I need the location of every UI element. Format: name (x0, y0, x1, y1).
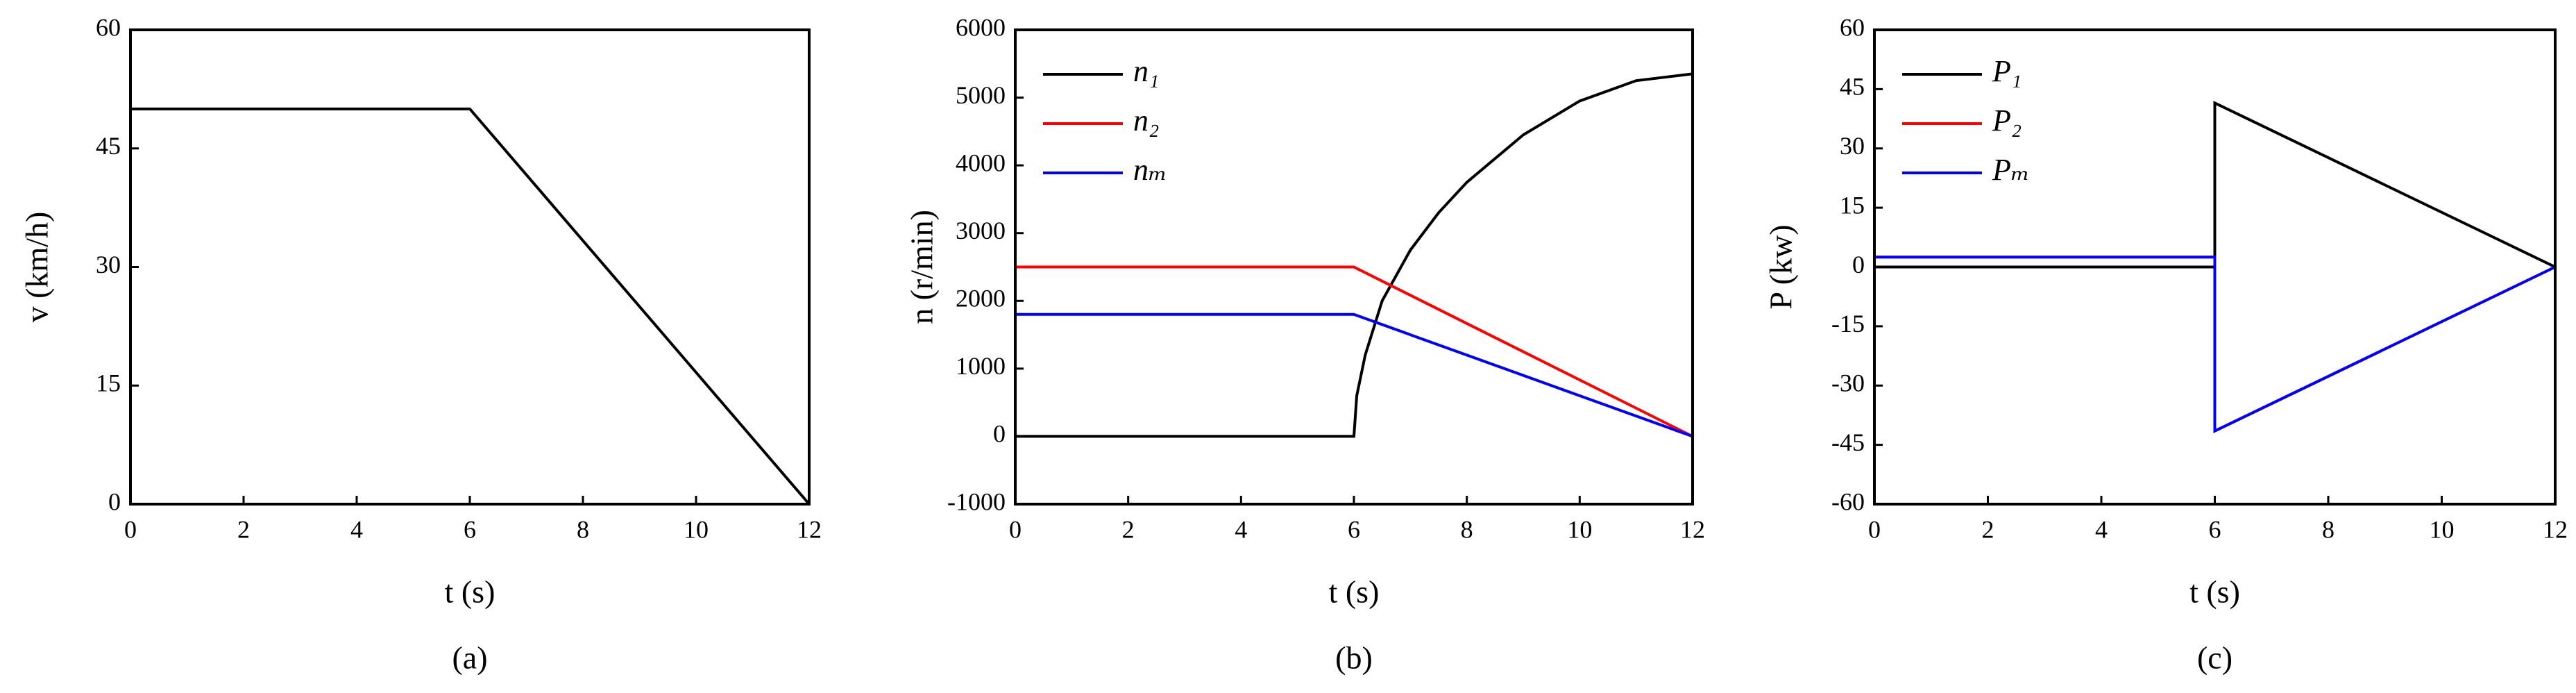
y-tick-label: -30 (1831, 369, 1865, 397)
x-tick-label: 12 (2543, 515, 2568, 543)
y-tick-label: 0 (1852, 251, 1865, 278)
x-tick-label: 10 (1567, 515, 1592, 543)
x-tick-label: 6 (2209, 515, 2221, 543)
legend-label: Pₘ (1992, 153, 2030, 187)
y-tick-label: 2000 (956, 285, 1006, 312)
plot-frame (1873, 28, 2557, 506)
y-tick-label: 60 (96, 13, 121, 41)
panel: 0 2 4 6 8 10 12 0 15 30 45 60 t (s) v (km/h) (a) (19, 13, 822, 675)
x-tick-label: 6 (464, 515, 476, 543)
legend-label: P₁ (1992, 54, 2022, 88)
x-tick-label: 12 (797, 515, 822, 543)
y-tick-label: -45 (1831, 428, 1865, 456)
y-tick-label: 45 (96, 132, 121, 160)
x-tick-label: 6 (1348, 515, 1360, 543)
y-tick-label: 4000 (956, 149, 1006, 176)
y-axis-label: n (r/min) (904, 210, 940, 324)
panel-caption: (b) (1335, 640, 1373, 676)
y-tick-label: 30 (1840, 132, 1865, 160)
x-tick-label: 2 (1122, 515, 1135, 543)
y-axis-label: v (km/h) (19, 212, 55, 323)
legend-label: n₂ (1133, 103, 1159, 137)
x-tick-label: 4 (350, 515, 363, 543)
data-line (1874, 101, 2556, 269)
y-tick-label: 6000 (956, 13, 1006, 41)
panel-caption: (a) (452, 640, 487, 676)
y-tick-label: 15 (96, 369, 121, 397)
y-tick-label: 0 (108, 487, 121, 515)
y-tick-label: 1000 (956, 352, 1006, 380)
x-tick-label: 0 (1868, 515, 1881, 543)
y-tick-label: -60 (1831, 487, 1865, 515)
x-tick-label: 4 (1235, 515, 1247, 543)
plot-frame (129, 28, 811, 506)
y-tick-label: -15 (1831, 310, 1865, 337)
x-tick-label: 12 (1680, 515, 1705, 543)
x-axis-label: t (s) (445, 574, 495, 610)
legend-label: nₘ (1133, 153, 1167, 187)
y-tick-label: 5000 (956, 81, 1006, 109)
legend-label: n₁ (1133, 54, 1159, 88)
y-tick-label: -1000 (947, 487, 1006, 515)
x-tick-label: 8 (577, 515, 589, 543)
y-tick-label: 15 (1840, 191, 1865, 219)
x-tick-label: 0 (1009, 515, 1022, 543)
plot-frame (1014, 28, 1694, 506)
y-tick-label: 3000 (956, 217, 1006, 244)
data-line (130, 107, 811, 506)
x-tick-label: 4 (2095, 515, 2108, 543)
x-tick-label: 0 (124, 515, 137, 543)
y-tick-label: 0 (993, 420, 1006, 448)
y-tick-label: 60 (1840, 13, 1865, 41)
x-tick-label: 10 (2430, 515, 2455, 543)
data-line (1015, 72, 1693, 438)
data-line (1015, 312, 1693, 438)
data-line (1015, 265, 1693, 438)
x-axis-label: t (s) (1329, 574, 1380, 610)
x-tick-label: 8 (1461, 515, 1473, 543)
x-tick-label: 2 (237, 515, 250, 543)
y-tick-label: 30 (96, 251, 121, 278)
panel-caption: (c) (2197, 640, 2232, 676)
data-line (1874, 256, 2556, 433)
x-tick-label: 2 (1982, 515, 1994, 543)
x-axis-label: t (s) (2189, 574, 2240, 610)
panel: 0 2 4 6 8 10 12-10000100020003000400050006000n… (904, 13, 1705, 675)
y-tick-label: 45 (1840, 73, 1865, 101)
y-axis-label: P (kw) (1763, 224, 1799, 309)
x-tick-label: 8 (2322, 515, 2334, 543)
x-tick-label: 10 (684, 515, 709, 543)
panel: 0 2 4 6 8 10 12 -60 -45 -30 -15 0 15 30 45 60 P₁ P₂ Pₘ t (s… (1763, 13, 2568, 675)
legend-label: P₂ (1992, 103, 2022, 137)
